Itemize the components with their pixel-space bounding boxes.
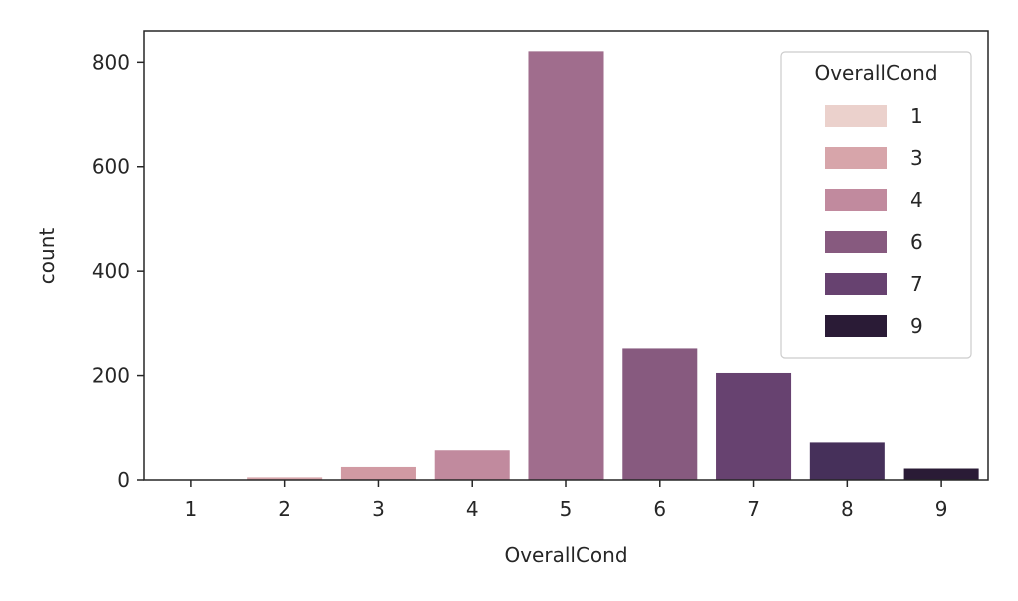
x-tick-label: 3	[372, 497, 385, 521]
y-tick-label: 200	[92, 364, 130, 388]
legend-label-7: 7	[910, 272, 923, 296]
legend-label-1: 1	[910, 104, 923, 128]
bar-8	[809, 442, 885, 480]
legend-label-9: 9	[910, 314, 923, 338]
x-tick-label: 5	[560, 497, 573, 521]
legend-swatch-9	[825, 315, 887, 337]
y-tick-label: 600	[92, 155, 130, 179]
legend-swatch-4	[825, 189, 887, 211]
y-tick-label: 0	[117, 468, 130, 492]
x-tick-label: 6	[653, 497, 666, 521]
legend-swatch-1	[825, 105, 887, 127]
legend-label-4: 4	[910, 188, 923, 212]
bar-9	[903, 468, 979, 480]
x-tick-label: 7	[747, 497, 760, 521]
legend-title: OverallCond	[814, 61, 937, 85]
x-tick-label: 9	[935, 497, 948, 521]
bar-5	[528, 51, 604, 480]
legend: OverallCond 1 3 4 6 7 9	[780, 51, 972, 359]
y-axis: 0 200 400 600 800	[92, 50, 144, 492]
x-axis: 1 2 3 4 5 6 7 8 9	[185, 480, 948, 521]
legend-label-6: 6	[910, 230, 923, 254]
bar-2	[247, 477, 323, 480]
x-tick-label: 1	[185, 497, 198, 521]
legend-swatch-3	[825, 147, 887, 169]
bar-7	[716, 372, 792, 480]
bar-4	[434, 450, 510, 480]
legend-swatch-7	[825, 273, 887, 295]
legend-label-3: 3	[910, 146, 923, 170]
y-tick-label: 800	[92, 50, 130, 74]
bar-3	[340, 466, 416, 480]
y-tick-label: 400	[92, 259, 130, 283]
legend-entries: 1 3 4 6 7 9	[825, 104, 923, 338]
x-tick-label: 2	[278, 497, 291, 521]
bar-6	[622, 348, 698, 480]
legend-swatch-6	[825, 231, 887, 253]
x-tick-label: 4	[466, 497, 479, 521]
bars-group	[153, 51, 979, 480]
x-axis-label: OverallCond	[504, 543, 627, 567]
y-axis-label: count	[35, 228, 59, 285]
x-tick-label: 8	[841, 497, 854, 521]
plot-frame	[143, 30, 989, 481]
